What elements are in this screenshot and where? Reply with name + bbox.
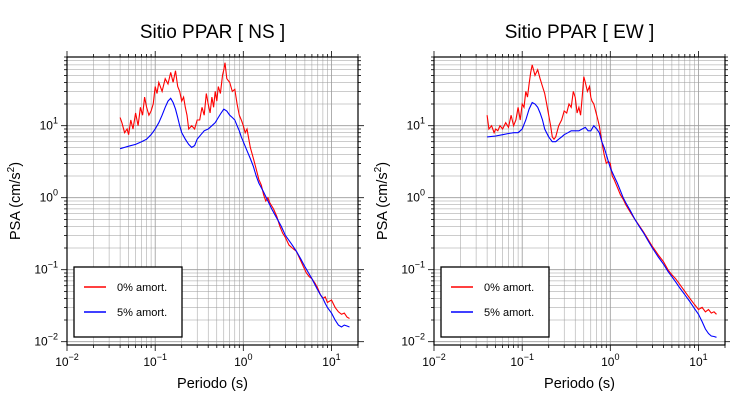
x-tick-label-exp: −1 (524, 352, 534, 362)
y-tick-label-exp: −2 (415, 332, 425, 342)
x-tick-label-exp: 0 (247, 352, 252, 362)
legend-label: 5% amort. (117, 307, 167, 319)
y-axis-label-main: PSA (cm/s (8, 172, 24, 240)
legend-box (440, 266, 550, 338)
x-tick-label: 100 (234, 352, 252, 369)
y-axis-label: PSA (cm/s2) (6, 162, 24, 240)
y-tick-label-exp: −2 (48, 332, 58, 342)
ticks (61, 51, 364, 351)
x-tick-label-base: 10 (55, 355, 69, 369)
y-tick-label-base: 10 (407, 119, 421, 133)
y-tick-label: 100 (40, 188, 58, 205)
series-line-5pct (487, 101, 717, 338)
y-tick-label-base: 10 (401, 335, 415, 349)
x-tick-label-exp: 1 (703, 352, 708, 362)
legend-label: 0% amort. (117, 282, 167, 294)
x-axis-label: Periodo (s) (544, 376, 615, 392)
y-axis-label-main: PSA (cm/s (375, 172, 391, 240)
y-tick-label-exp: 1 (53, 116, 58, 126)
x-tick-label: 10−1 (143, 352, 167, 369)
x-tick-label-base: 10 (322, 355, 336, 369)
x-tick-label-exp: 1 (336, 352, 341, 362)
x-tick-label: 100 (601, 352, 619, 369)
y-tick-label: 10−1 (401, 260, 425, 277)
y-axis-label: PSA (cm/s2) (373, 162, 391, 240)
y-tick-label: 10−1 (34, 260, 58, 277)
legend-label: 5% amort. (484, 307, 534, 319)
y-axis-label-sup: 2 (6, 166, 17, 172)
y-tick-label-base: 10 (34, 263, 48, 277)
series-line-0pct (486, 64, 717, 315)
x-tick-label-exp: −1 (157, 352, 167, 362)
x-tick-label-exp: −2 (69, 352, 79, 362)
chart-ew: Sitio PPAR [ EW ]10−2 10−1 100 10110−210−11… (373, 22, 730, 392)
x-tick-label-base: 10 (689, 355, 703, 369)
y-tick-label: 101 (40, 116, 58, 133)
y-tick-label: 10−2 (401, 332, 425, 349)
y-axis-label-close: ) (8, 162, 24, 167)
legend: 0% amort. 5% amort. (73, 266, 183, 338)
y-tick-label: 10−2 (34, 332, 58, 349)
y-axis-label-close: ) (375, 162, 391, 167)
x-tick-label-base: 10 (143, 355, 157, 369)
series-line-5pct (119, 97, 350, 328)
y-axis-label-sup: 2 (373, 166, 384, 172)
series-line-0pct (119, 62, 350, 319)
y-tick-label-base: 10 (40, 119, 54, 133)
x-tick-label-exp: −2 (436, 352, 446, 362)
x-tick-label-base: 10 (510, 355, 524, 369)
legend: 0% amort. 5% amort. (440, 266, 550, 338)
x-tick-label-exp: 0 (614, 352, 619, 362)
chart-title: Sitio PPAR [ EW ] (505, 22, 655, 43)
x-tick-label-base: 10 (234, 355, 248, 369)
y-tick-label-exp: −1 (415, 260, 425, 270)
x-tick-label: 101 (322, 352, 340, 369)
x-tick-label: 10−2 (55, 352, 79, 369)
y-tick-label-base: 10 (407, 191, 421, 205)
y-tick-label-exp: −1 (48, 260, 58, 270)
y-tick-label-base: 10 (40, 191, 54, 205)
x-tick-label: 10−1 (510, 352, 534, 369)
chart-title: Sitio PPAR [ NS ] (140, 22, 285, 43)
y-tick-label-base: 10 (401, 263, 415, 277)
y-tick-label-exp: 0 (420, 188, 425, 198)
x-tick-label: 10−2 (422, 352, 446, 369)
legend-box (73, 266, 183, 338)
x-tick-label-base: 10 (601, 355, 615, 369)
y-tick-label-exp: 0 (53, 188, 58, 198)
x-axis-label: Periodo (s) (177, 376, 248, 392)
ticks (428, 51, 730, 351)
y-tick-label: 101 (407, 116, 425, 133)
legend-label: 0% amort. (484, 282, 534, 294)
y-tick-label-base: 10 (34, 335, 48, 349)
y-tick-label: 100 (407, 188, 425, 205)
chart-ns: Sitio PPAR [ NS ]10−2 10−1 100 10110−210−11… (6, 22, 364, 392)
x-tick-label-base: 10 (422, 355, 436, 369)
x-tick-label: 101 (689, 352, 707, 369)
y-tick-label-exp: 1 (420, 116, 425, 126)
